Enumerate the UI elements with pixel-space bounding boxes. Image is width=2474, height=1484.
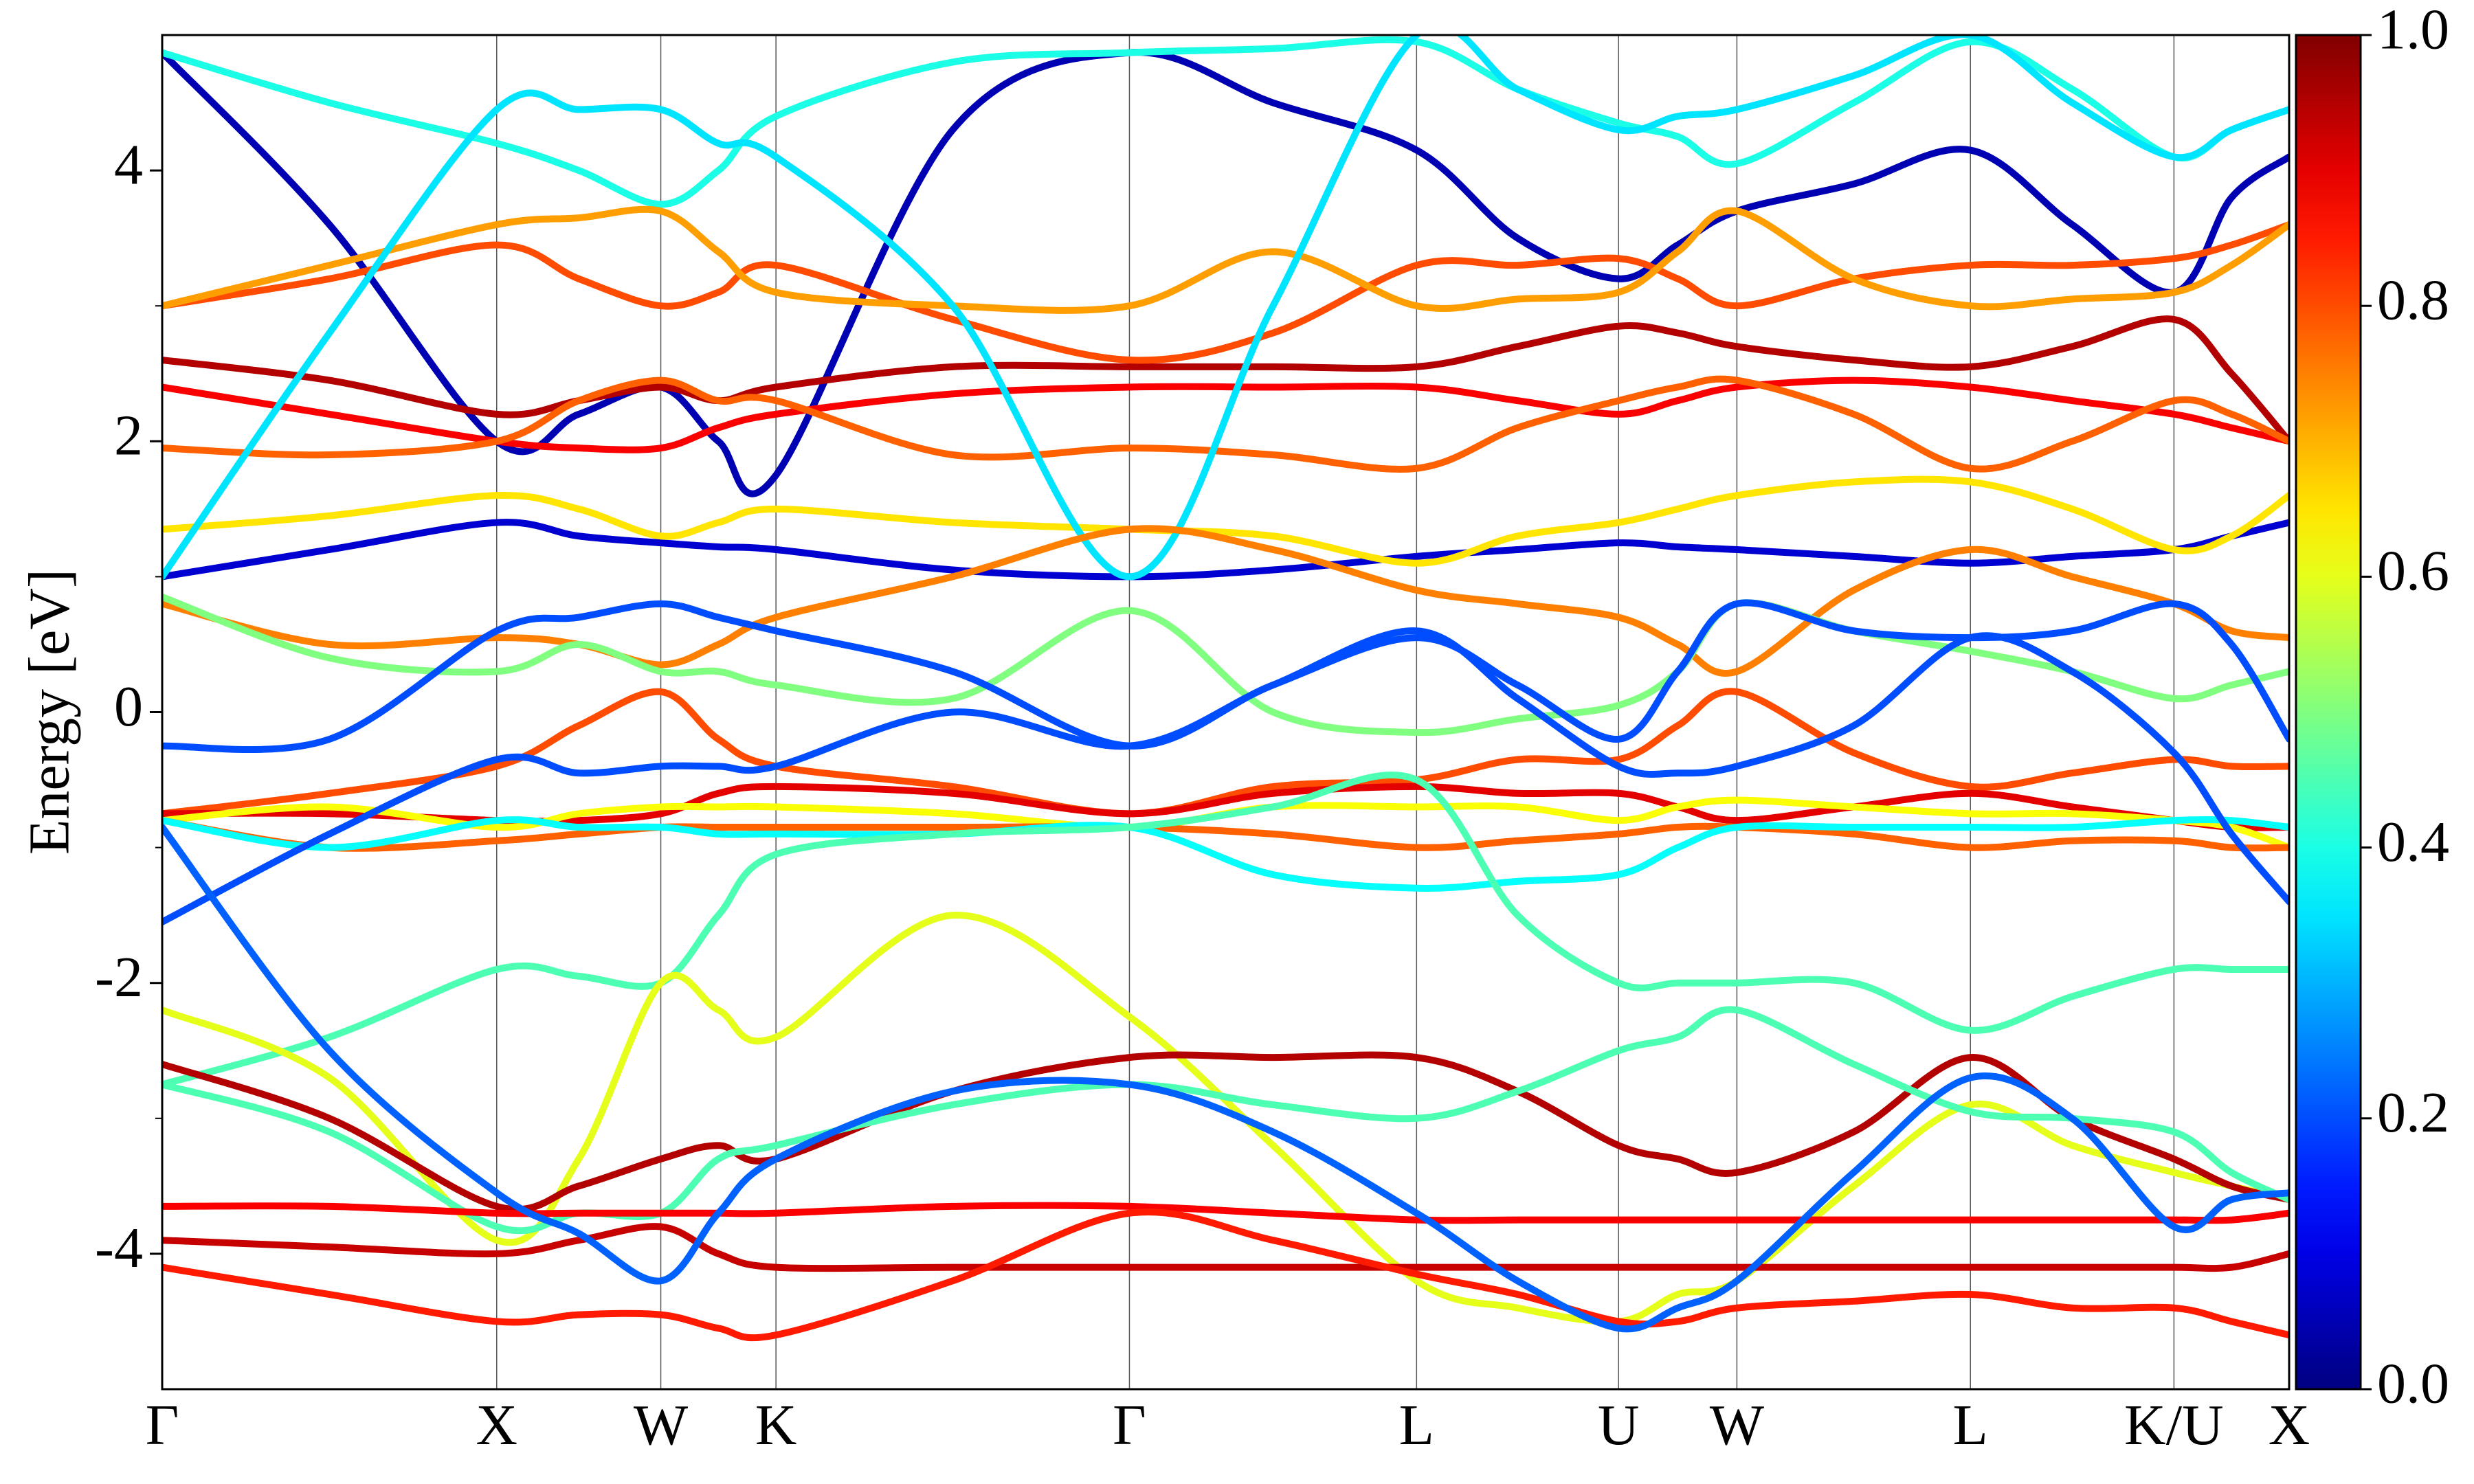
band-line <box>162 816 2289 892</box>
band-line <box>162 593 2289 737</box>
band-line <box>162 49 2289 497</box>
band-line <box>162 688 2289 818</box>
colorbar-tick-label: 1.0 <box>2377 0 2449 61</box>
colorbar-tick-label: 0.6 <box>2377 539 2449 603</box>
band-line <box>162 627 2289 926</box>
y-tick-label: 2 <box>114 404 143 468</box>
x-tick-label: Γ <box>1113 1393 1146 1457</box>
colorbar-tick-label: 0.8 <box>2377 268 2449 332</box>
y-tick-label: 0 <box>114 675 143 739</box>
band-line <box>162 375 2289 473</box>
x-tick-label: K <box>755 1393 797 1457</box>
colorbar <box>2295 34 2362 1391</box>
colorbar-tick-label: 0.4 <box>2377 810 2449 874</box>
band-line <box>162 1202 2289 1224</box>
y-tick-label: -2 <box>95 945 143 1009</box>
band-line <box>162 205 2289 314</box>
band-line <box>162 1051 2289 1213</box>
band-line <box>162 221 2289 364</box>
x-tick-label: U <box>1598 1393 1640 1457</box>
band-line <box>162 824 2289 1333</box>
x-tick-label: L <box>1953 1393 1988 1457</box>
x-tick-label: W <box>634 1393 689 1457</box>
band-line <box>162 376 2289 453</box>
colorbar-tick-label: 0.0 <box>2377 1351 2449 1415</box>
band-line <box>162 912 2289 1325</box>
band-line <box>162 796 2289 851</box>
x-tick-label: X <box>476 1393 517 1457</box>
band-line <box>162 1208 2289 1342</box>
bands <box>162 35 2289 1342</box>
x-tick-label: K/U <box>2124 1393 2224 1457</box>
x-tick-label: W <box>1710 1393 1765 1457</box>
band-line <box>162 1223 2289 1272</box>
band-line <box>162 35 2289 581</box>
band-line <box>162 771 2289 1088</box>
y-axis-label: Energy [eV] <box>17 569 81 855</box>
band-line <box>162 475 2289 567</box>
y-tick-label: 4 <box>114 133 143 196</box>
y-tick-label: -4 <box>95 1216 143 1280</box>
x-tick-label: X <box>2269 1393 2310 1457</box>
colorbar-tick-label: 0.2 <box>2377 1081 2449 1145</box>
x-tick-label: L <box>1399 1393 1434 1457</box>
band-line <box>162 817 2289 852</box>
x-tick-label: Γ <box>146 1393 179 1457</box>
